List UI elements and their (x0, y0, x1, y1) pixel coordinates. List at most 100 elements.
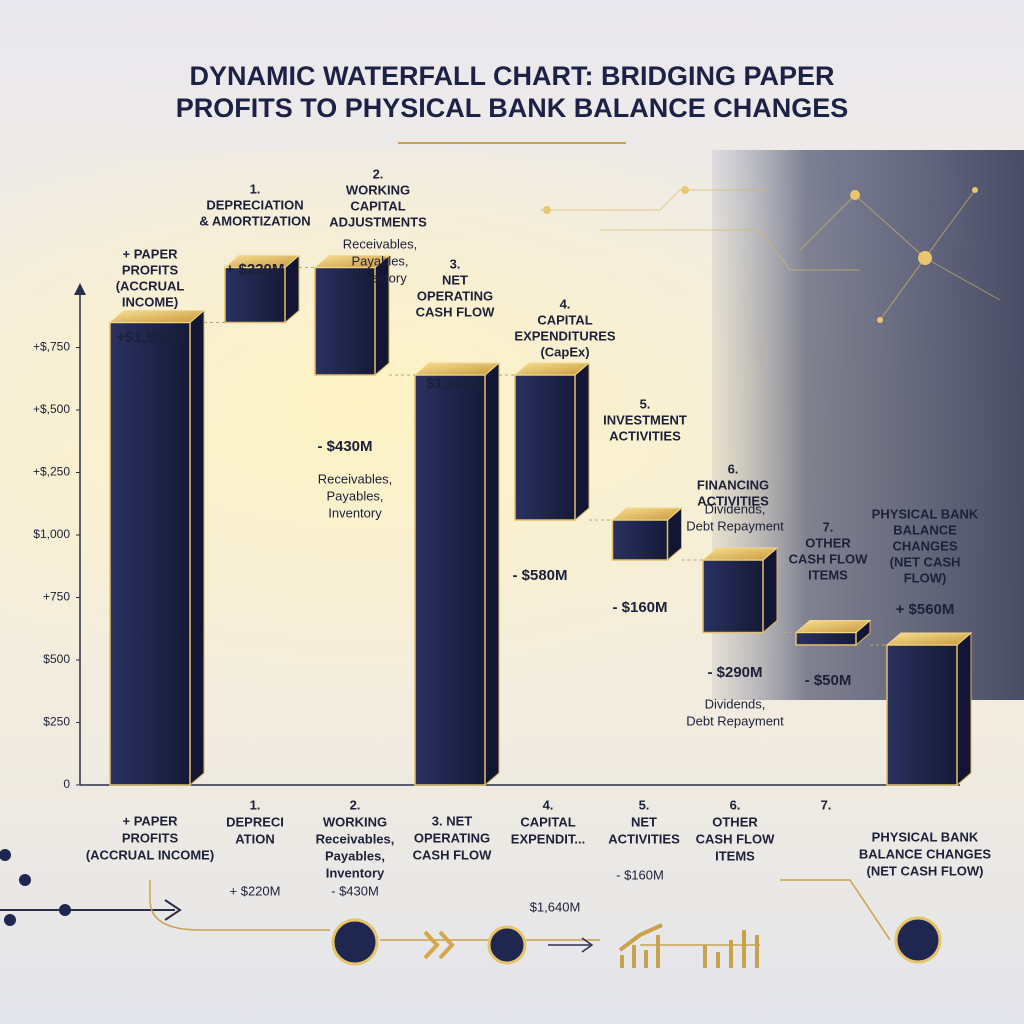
category-label: & AMORTIZATION (199, 213, 310, 228)
bar-top (313, 255, 391, 268)
y-tick-label: +$,750 (33, 340, 70, 354)
bottom-label: 3. NET (432, 813, 473, 828)
bottom-label: ACTIVITIES (608, 831, 680, 846)
bar-side (574, 361, 590, 522)
bottom-note: - $160M (616, 867, 664, 882)
category-label: 1. (250, 181, 261, 196)
bar-top (611, 507, 683, 521)
bottom-note: - $430M (331, 883, 379, 898)
bottom-label: 4. (543, 797, 554, 812)
footer-icons (0, 849, 942, 968)
bottom-label: ATION (235, 831, 274, 846)
value-label: - $430M (317, 438, 372, 455)
bar (109, 321, 191, 786)
bar-top (885, 632, 973, 646)
bottom-label: 5. (639, 797, 650, 812)
bar-side (189, 309, 205, 787)
note: Receivables, (343, 236, 417, 251)
bottom-label: 7. (821, 797, 832, 812)
category-label: FINANCING (697, 477, 769, 492)
category-label: CASH FLOW (416, 304, 495, 319)
value-label: - $50M (805, 672, 852, 689)
bottom-label: OPERATING (414, 830, 490, 845)
category-label: OPERATING (417, 288, 493, 303)
dark-panel (712, 150, 1024, 700)
value-label: - $290M (707, 664, 762, 681)
bottom-label: PHYSICAL BANK (872, 829, 979, 844)
note: Inventory (353, 270, 407, 285)
bottom-label: BALANCE CHANGES (859, 846, 992, 861)
axis-arrow (74, 283, 86, 295)
y-tick-label: 0 (63, 777, 70, 791)
bar (611, 519, 669, 561)
bottom-label: NET (631, 814, 657, 829)
bottom-label: CAPITAL (520, 814, 575, 829)
chart-title: DYNAMIC WATERFALL CHART: BRIDGING PAPER (190, 61, 835, 91)
y-tick-label: $500 (43, 652, 70, 666)
bar-top (413, 362, 501, 376)
bar-top (108, 310, 206, 323)
value-label: - $580M (512, 567, 567, 584)
category-label: CAPITAL (537, 312, 592, 327)
category-label: 5. (640, 396, 651, 411)
value-label: - $160M (612, 599, 667, 616)
bar (795, 631, 857, 646)
bar-side (484, 361, 500, 787)
bottom-label: + PAPER (122, 813, 178, 828)
category-label: INCOME) (122, 294, 178, 309)
category-label: OTHER (805, 535, 851, 550)
bar-top (701, 547, 779, 561)
category-label: (ACCRUAL (116, 278, 185, 293)
bar-side (762, 546, 778, 634)
bar (224, 266, 286, 324)
bottom-label: DEPRECI (226, 814, 284, 829)
category-label: ITEMS (808, 567, 848, 582)
bottom-label: 1. (250, 797, 261, 812)
category-label: ADJUSTMENTS (329, 214, 427, 229)
category-label: 7. (823, 519, 834, 534)
category-label: CASH FLOW (789, 551, 868, 566)
bottom-label: EXPENDIT... (511, 831, 585, 846)
bottom-label: PROFITS (122, 830, 179, 845)
value-label: $1,640M (426, 375, 484, 392)
note: Inventory (328, 505, 382, 520)
category-label: DEPRECIATION (206, 197, 303, 212)
bottom-label: Payables, (325, 848, 385, 863)
note: Dividends, (705, 696, 766, 711)
category-label: 3. (450, 256, 461, 271)
nodes (543, 186, 978, 323)
y-tick-label: +$,500 (33, 402, 70, 416)
bottom-label: WORKING (323, 814, 387, 829)
bar (414, 374, 486, 786)
y-tick-label: $1,000 (33, 527, 70, 541)
category-label: CHANGES (892, 538, 957, 553)
note: Dividends, (705, 501, 766, 516)
bar-top (223, 255, 301, 268)
category-label: NET (442, 272, 468, 287)
bottom-label: (ACCRUAL INCOME) (86, 847, 214, 862)
bottom-note: + $220M (230, 883, 281, 898)
note: Debt Repayment (686, 713, 784, 728)
category-label: ACTIVITIES (697, 493, 769, 508)
note: Payables, (326, 488, 383, 503)
category-label: WORKING (346, 182, 410, 197)
y-tick-label: +750 (43, 590, 70, 604)
y-tick-label: $250 (43, 715, 70, 729)
bar (886, 644, 958, 786)
category-label: INVESTMENT (603, 412, 687, 427)
bottom-label: (NET CASH FLOW) (867, 863, 984, 878)
category-label: 2. (373, 166, 384, 181)
bottom-label: 6. (730, 797, 741, 812)
value-label: + $220M (226, 261, 285, 278)
bottom-label: CASH FLOW (413, 847, 492, 862)
category-label: BALANCE (893, 522, 957, 537)
bottom-label: Inventory (326, 865, 385, 880)
bar-top (513, 362, 591, 376)
bottom-label: OTHER (712, 814, 758, 829)
category-label: (CapEx) (540, 344, 589, 359)
category-label: (NET CASH (890, 554, 961, 569)
note: Debt Repayment (686, 518, 784, 533)
value-label: +$1,850M (116, 329, 183, 346)
bottom-label: ITEMS (715, 848, 755, 863)
